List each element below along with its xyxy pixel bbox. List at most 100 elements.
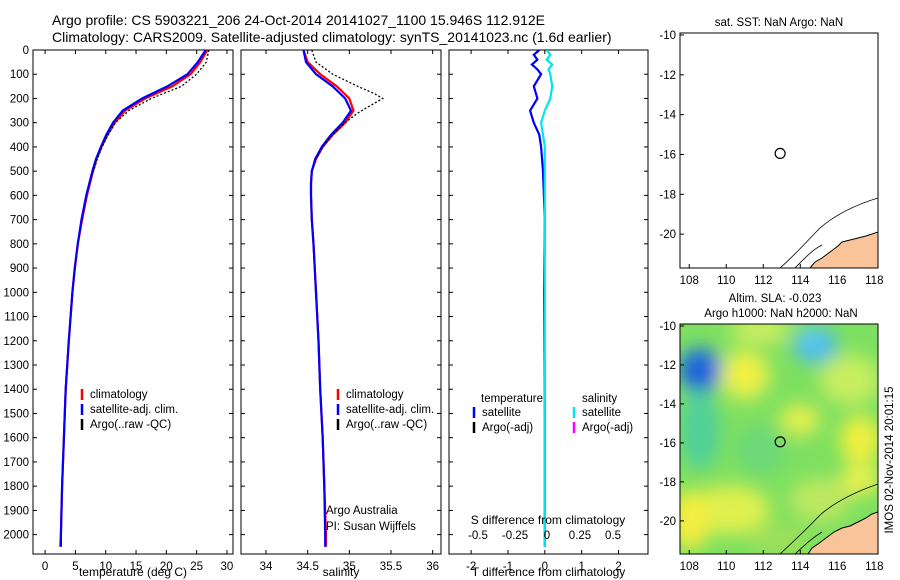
- diff-legend-label: Argo(-adj): [582, 422, 633, 434]
- salinity-x-axis-label: salinity: [323, 565, 360, 579]
- legend-label: Argo(..raw -QC): [346, 419, 427, 431]
- plot-title-line-1: Argo profile: CS 5903221_206 24-Oct-2014…: [52, 12, 545, 28]
- diff-legend-title-temperature: temperature: [481, 393, 543, 405]
- diff-s-tick-label: 0.25: [569, 530, 591, 542]
- diff-legend-label: Argo(-adj): [482, 422, 533, 434]
- sla-map-y-tick-label: -16: [659, 438, 676, 450]
- salinity-x-tick-label: 34.5: [296, 561, 318, 573]
- sst-map-y-tick-label: -14: [659, 110, 676, 122]
- temperature-x-axis-label: temperature (deg C): [79, 565, 187, 579]
- difference-x-tick-label: 1: [578, 561, 584, 573]
- sla-map-x-tick-label: 110: [717, 561, 735, 573]
- depth-tick-label: 700: [10, 215, 29, 227]
- salinity-series-1: [302, 50, 353, 547]
- sla-map-title-line-2: Argo h1000: NaN h2000: NaN: [704, 308, 857, 320]
- sst-map-x-tick-label: 108: [680, 275, 699, 287]
- sla-heatmap-field: [680, 324, 878, 554]
- diff-legend-label: satellite: [582, 407, 621, 419]
- sst-map-y-tick-label: -18: [659, 189, 676, 201]
- depth-tick-label: 300: [10, 118, 29, 130]
- legend-label: satellite-adj. clim.: [346, 404, 434, 416]
- sla-map-y-tick-label: -20: [659, 516, 676, 528]
- salinity-series-0: [302, 50, 355, 547]
- temperature-x-tick-label: 25: [190, 561, 203, 573]
- difference-axes-box: [448, 49, 649, 555]
- salinity-series-2: [311, 50, 384, 160]
- depth-tick-label: 1700: [3, 457, 29, 469]
- sst-map-x-tick-label: 118: [865, 275, 883, 287]
- difference-x-tick-label: -1: [503, 561, 513, 573]
- diff-s-tick-label: 0.5: [605, 530, 621, 542]
- sla-map-y-tick-label: -10: [659, 321, 676, 333]
- sla-map-x-tick-label: 114: [791, 561, 810, 573]
- sst-map-axes-box: [679, 32, 879, 269]
- depth-tick-label: 1100: [4, 312, 29, 324]
- diff-s-tick-label: 0: [544, 530, 550, 542]
- diff-legend-title-salinity: salinity: [582, 393, 617, 405]
- legend-label: Argo(..raw -QC): [90, 419, 171, 431]
- sla-map-x-tick-label: 112: [754, 561, 772, 573]
- difference-x-tick-label: 2: [615, 561, 621, 573]
- depth-tick-label: 1000: [3, 287, 29, 299]
- temperature-series-2: [92, 50, 210, 172]
- sla-map-x-tick-label: 108: [680, 561, 699, 573]
- plot-title-line-2: Climatology: CARS2009. Satellite-adjuste…: [52, 29, 612, 45]
- salinity-annotation-line-1: Argo Australia: [326, 505, 398, 517]
- salinity-annotation-line-2: PI: Susan Wijffels: [326, 521, 416, 533]
- temperature-x-tick-label: 0: [42, 561, 48, 573]
- salinity-x-tick-label: 34: [260, 561, 273, 573]
- depth-tick-label: 500: [10, 166, 29, 178]
- sst-map-coastline: [779, 197, 878, 268]
- depth-tick-label: 200: [10, 93, 29, 105]
- temperature-x-tick-label: 20: [160, 561, 173, 573]
- imos-timestamp-label: IMOS 02-Nov-2014 20:01:15: [884, 386, 896, 533]
- temperature-axes-box: [32, 49, 234, 555]
- sla-map-y-tick-label: -12: [659, 360, 676, 372]
- sst-map-y-tick-label: -10: [659, 30, 676, 42]
- temperature-x-tick-label: 5: [72, 561, 78, 573]
- sst-map-title: sat. SST: NaN Argo: NaN: [715, 17, 843, 29]
- sst-map-y-tick-label: -16: [659, 149, 676, 161]
- salinity-x-tick-label: 35: [343, 561, 356, 573]
- depth-tick-label: 1600: [3, 433, 29, 445]
- sla-map-x-tick-label: 116: [828, 561, 846, 573]
- legend-label: climatology: [346, 389, 404, 401]
- diff-s-tick-label: -0.5: [468, 530, 488, 542]
- difference-x-axis-label: T difference from climatology: [472, 565, 626, 579]
- depth-tick-label: 600: [10, 190, 29, 202]
- difference-series-0: [528, 50, 546, 547]
- temperature-x-tick-label: 15: [130, 561, 143, 573]
- sla-map-coastline: [779, 483, 878, 554]
- salinity-x-tick-label: 35.5: [380, 561, 402, 573]
- temperature-x-tick-label: 30: [221, 561, 234, 573]
- temperature-x-tick-label: 10: [99, 561, 112, 573]
- sst-map-y-tick-label: -20: [659, 229, 676, 241]
- diff-top-axis-label: S difference from climatology: [471, 513, 626, 527]
- sla-map-y-tick-label: -14: [659, 399, 676, 411]
- depth-tick-label: 400: [10, 142, 29, 154]
- depth-tick-label: 0: [23, 45, 29, 57]
- depth-tick-label: 900: [10, 263, 29, 275]
- depth-tick-label: 1300: [3, 360, 29, 372]
- sla-map-argo-location-marker: [774, 436, 786, 448]
- sst-map-x-tick-label: 112: [754, 275, 772, 287]
- sst-map-x-tick-label: 114: [791, 275, 810, 287]
- difference-series-group: [528, 50, 554, 547]
- temperature-series-1: [59, 50, 207, 547]
- temperature-series-group: [59, 50, 210, 547]
- sst-map-x-tick-label: 110: [717, 275, 735, 287]
- sst-map-y-tick-label: -12: [659, 70, 676, 82]
- depth-tick-label: 2000: [3, 530, 29, 542]
- depth-tick-label: 100: [10, 69, 29, 81]
- sst-map-argo-location-marker: [774, 147, 786, 160]
- legend-label: climatology: [90, 389, 148, 401]
- depth-tick-label: 1800: [3, 481, 29, 493]
- difference-x-tick-label: -2: [466, 561, 476, 573]
- salinity-series-group: [302, 50, 384, 547]
- sla-map-title-line-1: Altim. SLA: -0.023: [729, 293, 822, 305]
- depth-tick-label: 1900: [3, 505, 29, 517]
- depth-tick-label: 800: [10, 239, 29, 251]
- difference-series-1: [539, 50, 554, 547]
- depth-tick-label: 1400: [3, 384, 29, 396]
- depth-tick-label: 1500: [3, 408, 29, 420]
